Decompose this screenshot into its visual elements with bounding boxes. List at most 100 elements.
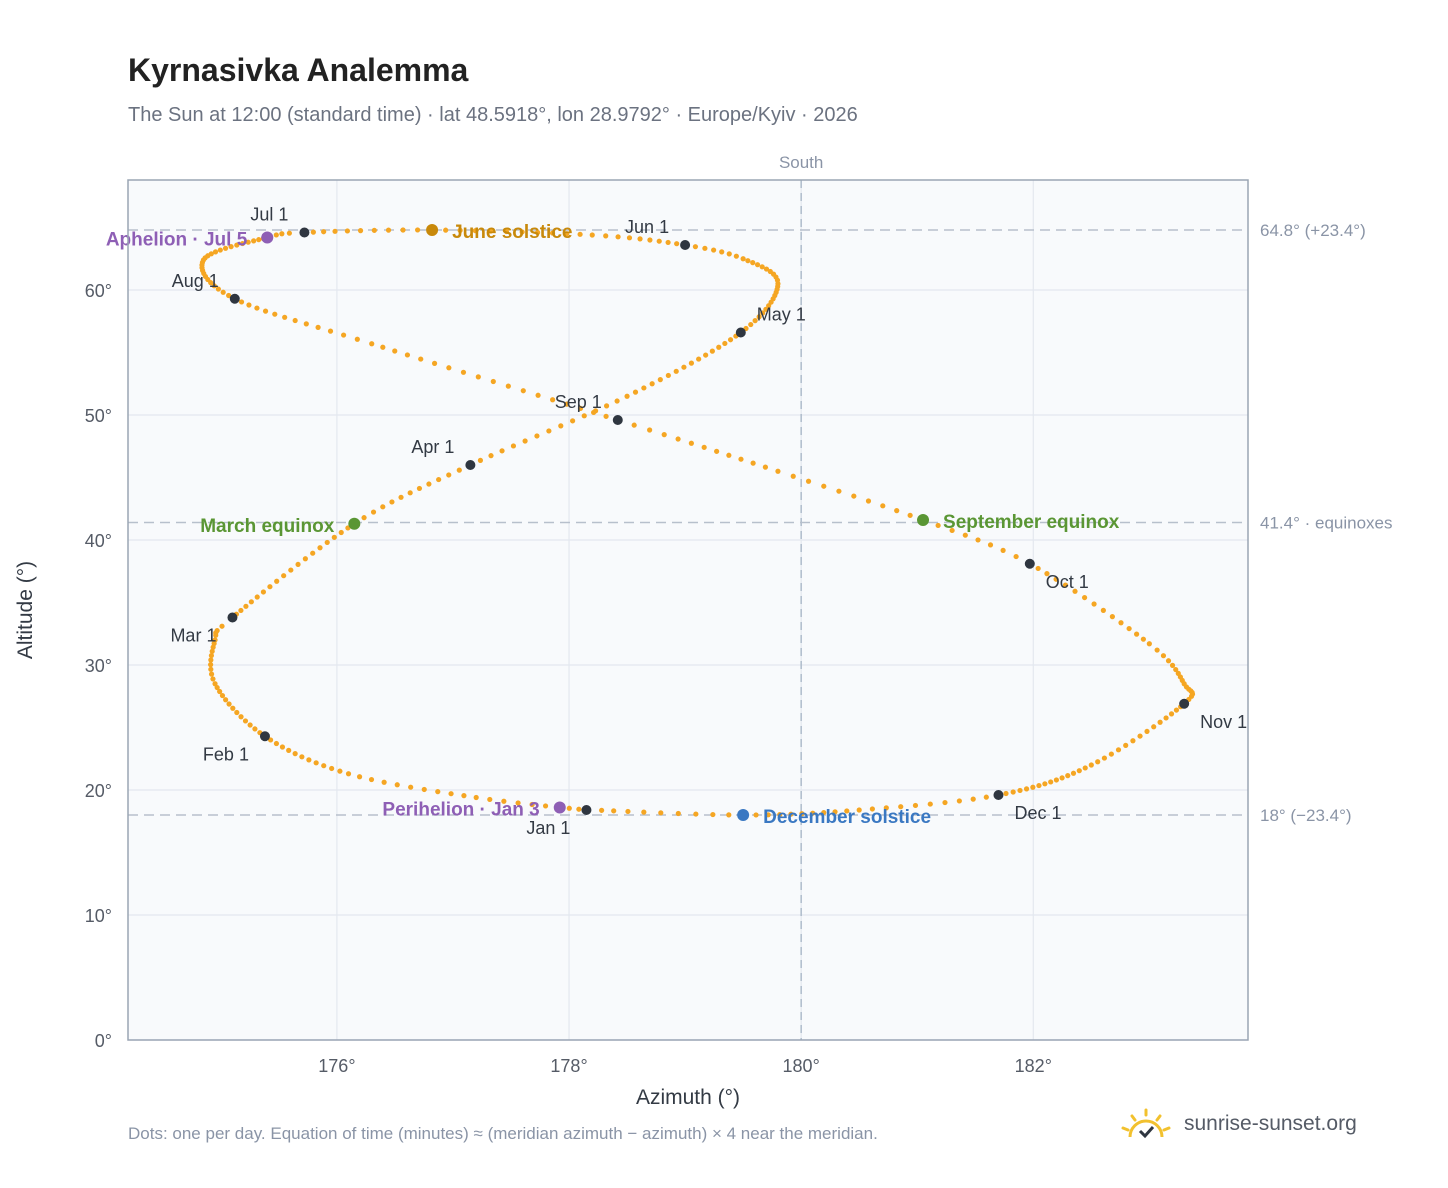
day-dot [286, 747, 292, 753]
day-dot [279, 744, 286, 750]
day-dot [443, 227, 449, 233]
day-dot [558, 423, 564, 429]
day-dot [208, 666, 214, 672]
day-dot [675, 436, 681, 442]
day-dot [254, 305, 260, 311]
day-dot [282, 314, 288, 320]
day-dot [658, 810, 664, 816]
day-dot [279, 231, 285, 237]
day-dot [1010, 789, 1016, 795]
day-dot [1076, 768, 1082, 774]
event-marker [426, 224, 439, 236]
day-dot [1134, 631, 1140, 637]
day-dot [340, 332, 347, 338]
day-dot [448, 791, 454, 797]
day-dot [220, 289, 226, 295]
event-markers: June solstice December solstice March equi… [106, 222, 1120, 828]
event-label: December solstice [763, 807, 931, 828]
day-dot [1140, 636, 1146, 642]
month-label: Mar 1 [170, 626, 216, 646]
day-dot [1065, 773, 1071, 779]
day-dot [286, 230, 292, 236]
day-dot [262, 308, 269, 314]
day-dot [625, 808, 631, 815]
x-tick-label: 182° [1015, 1056, 1052, 1076]
day-dot [894, 508, 900, 514]
day-dot [763, 266, 770, 272]
day-dot [692, 244, 699, 250]
day-dot [456, 467, 462, 473]
day-dot [1044, 571, 1050, 577]
day-dot [243, 603, 249, 609]
event-marker [348, 517, 361, 530]
day-dot [1130, 738, 1136, 744]
event-label: Perihelion · Jan 3 [382, 800, 539, 821]
day-dot [942, 799, 948, 806]
day-dot [603, 403, 610, 409]
day-dot [421, 786, 427, 793]
event-label: June solstice [452, 222, 572, 243]
month-label: Oct 1 [1046, 572, 1089, 592]
day-dot [251, 238, 257, 244]
day-dot [306, 757, 312, 763]
y-tick-label: 20° [85, 781, 112, 801]
day-dot [534, 229, 541, 236]
day-dot [361, 515, 367, 521]
day-dot [688, 360, 695, 366]
day-dot [856, 807, 862, 813]
day-dot [681, 364, 687, 370]
day-dot [832, 809, 838, 815]
day-dot [239, 240, 246, 247]
chart-subtitle: The Sun at 12:00 (standard time) · lat 4… [128, 104, 858, 126]
day-dot [499, 448, 505, 454]
day-dot [212, 681, 218, 687]
day-dot [752, 318, 758, 324]
day-dot [1146, 641, 1152, 647]
day-dot [234, 242, 240, 248]
day-dot [344, 228, 351, 234]
day-dot [1137, 733, 1143, 739]
day-dot [641, 809, 647, 815]
day-dot [208, 671, 215, 677]
day-dot [790, 473, 796, 479]
grid-lines [128, 180, 1248, 1041]
day-dot [641, 385, 647, 391]
day-dot [775, 468, 781, 474]
x-axis-title: Azimuth (°) [636, 1086, 740, 1109]
day-dot [581, 413, 587, 419]
event-label: Aphelion · Jul 5 [106, 230, 248, 251]
day-dot [869, 806, 875, 812]
day-dot [321, 763, 327, 769]
x-tick-label: 176° [318, 1056, 355, 1076]
brand[interactable]: sunrise-sunset.org [1120, 1102, 1357, 1146]
day-dot [238, 299, 245, 305]
day-dot [238, 607, 244, 614]
day-dot [675, 810, 681, 817]
day-dot [260, 589, 267, 595]
day-dot [392, 348, 398, 354]
day-dot [1144, 728, 1150, 735]
day-dot [327, 328, 334, 334]
day-dot [317, 545, 323, 551]
day-dot [748, 321, 754, 328]
plot-area [128, 180, 1248, 1040]
day-dot [970, 796, 976, 802]
day-dot [927, 801, 933, 807]
day-dot [1108, 751, 1114, 757]
day-dot [935, 522, 941, 529]
day-dot [1003, 790, 1009, 797]
day-dot [631, 422, 637, 428]
day-dot [615, 234, 621, 240]
reference-label: 41.4° · equinoxes [1260, 514, 1393, 533]
day-dot [394, 782, 400, 788]
month-marker [581, 805, 592, 815]
day-dot [788, 811, 794, 817]
day-dot [477, 457, 484, 463]
day-dot [726, 812, 732, 818]
day-dot [754, 262, 761, 268]
day-dot [1017, 787, 1023, 794]
month-marker [680, 240, 691, 250]
day-dot [1151, 724, 1157, 730]
month-label: Jul 1 [250, 205, 288, 225]
day-dot [370, 509, 377, 515]
